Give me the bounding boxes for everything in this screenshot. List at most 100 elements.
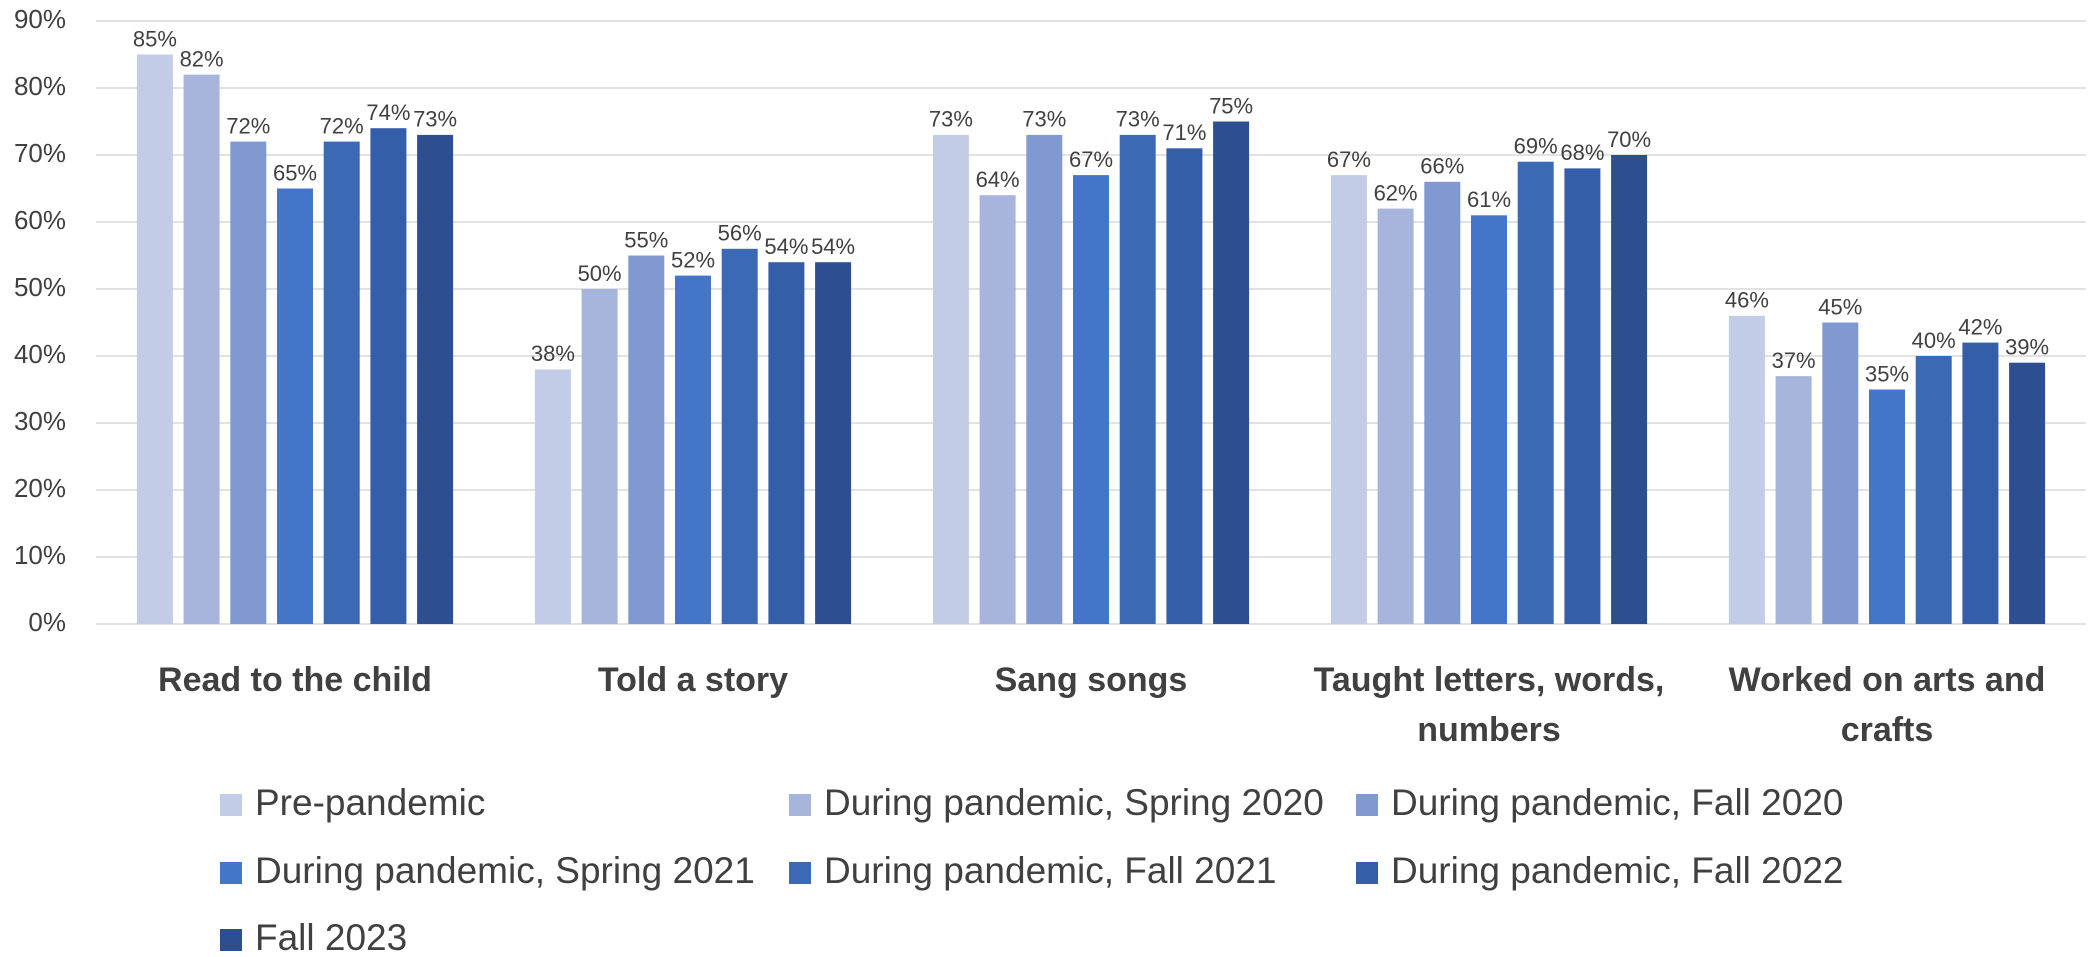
data-label: 37% — [1772, 348, 1816, 373]
data-label: 67% — [1069, 147, 1113, 172]
bar — [1564, 168, 1601, 624]
bar — [1869, 389, 1905, 624]
data-label: 68% — [1560, 140, 1604, 165]
legend-label: During pandemic, Fall 2020 — [1391, 782, 1843, 823]
data-label: 54% — [764, 234, 808, 259]
legend-swatch — [220, 929, 242, 951]
data-label: 69% — [1514, 134, 1558, 159]
bar — [1915, 356, 1952, 624]
data-label: 42% — [1958, 314, 2002, 339]
legend-label: Fall 2023 — [255, 917, 407, 957]
data-label: 70% — [1607, 127, 1651, 152]
data-label: 61% — [1467, 187, 1511, 212]
bar — [721, 248, 758, 625]
data-label: 66% — [1420, 154, 1464, 179]
data-label: 85% — [133, 26, 177, 51]
data-label: 67% — [1327, 147, 1371, 172]
bar — [675, 275, 711, 624]
bar — [230, 141, 267, 624]
bar — [768, 262, 805, 624]
legend-label: Pre-pandemic — [255, 782, 485, 823]
bar — [417, 134, 454, 624]
data-label: 40% — [1912, 328, 1956, 353]
bar — [1377, 208, 1414, 624]
y-tick-label: 50% — [14, 272, 66, 302]
data-label: 75% — [1209, 93, 1253, 118]
data-label: 73% — [1022, 107, 1066, 132]
x-tick-label: Told a story — [597, 661, 789, 699]
bar — [979, 195, 1016, 624]
bar — [581, 289, 618, 624]
bar — [1471, 215, 1507, 625]
bar — [1424, 181, 1461, 625]
bar — [370, 128, 407, 624]
data-label: 45% — [1818, 294, 1862, 319]
bar — [277, 188, 313, 624]
legend-swatch — [789, 862, 811, 884]
legend-swatch — [1356, 862, 1378, 884]
legend-swatch — [220, 794, 242, 816]
y-tick-label: 30% — [14, 406, 66, 436]
data-label: 46% — [1725, 288, 1769, 313]
data-label: 50% — [578, 261, 622, 286]
y-tick-label: 70% — [14, 138, 66, 168]
data-label: 72% — [320, 113, 364, 138]
legend-label: During pandemic, Fall 2022 — [1391, 850, 1843, 891]
bar — [1517, 161, 1554, 624]
bar — [628, 255, 665, 624]
y-tick-label: 90% — [14, 4, 66, 34]
bar — [1026, 134, 1063, 624]
data-label: 73% — [929, 107, 973, 132]
y-tick-label: 20% — [14, 473, 66, 503]
bar — [1962, 342, 1999, 624]
data-label: 35% — [1865, 361, 1909, 386]
y-tick-label: 0% — [28, 607, 66, 637]
data-label: 52% — [671, 247, 715, 272]
bar — [2009, 362, 2046, 624]
y-tick-label: 40% — [14, 339, 66, 369]
bar — [183, 74, 220, 625]
data-label: 82% — [180, 46, 224, 71]
bar — [136, 54, 173, 624]
data-label: 72% — [226, 113, 270, 138]
data-label: 54% — [811, 234, 855, 259]
bar — [1213, 121, 1250, 624]
data-label: 39% — [2005, 335, 2049, 360]
data-label: 74% — [366, 100, 410, 125]
data-label: 56% — [718, 221, 762, 246]
x-tick-label: Taught letters, words, numbers — [1313, 661, 1665, 749]
legend-swatch — [1356, 794, 1378, 816]
data-label: 73% — [413, 107, 457, 132]
y-tick-label: 10% — [14, 540, 66, 570]
bar — [1330, 175, 1367, 624]
data-label: 38% — [531, 341, 575, 366]
bar — [1073, 175, 1109, 624]
data-label: 55% — [624, 227, 668, 252]
legend-label: During pandemic, Spring 2021 — [255, 850, 755, 891]
legend-label: During pandemic, Spring 2020 — [824, 782, 1324, 823]
data-label: 65% — [273, 160, 317, 185]
legend-label: During pandemic, Fall 2021 — [824, 850, 1276, 891]
x-tick-label: Sang songs — [994, 661, 1188, 699]
bar — [1728, 315, 1765, 624]
y-tick-label: 80% — [14, 71, 66, 101]
bar — [1822, 322, 1859, 624]
y-tick-label: 60% — [14, 205, 66, 235]
bar — [323, 141, 360, 624]
data-label: 64% — [976, 167, 1020, 192]
bar — [815, 262, 852, 624]
bar — [1119, 134, 1156, 624]
bar — [1166, 148, 1203, 625]
legend-swatch — [789, 794, 811, 816]
data-label: 71% — [1162, 120, 1206, 145]
bar — [1775, 376, 1812, 624]
bar — [534, 369, 571, 624]
data-label: 73% — [1116, 107, 1160, 132]
bar — [932, 134, 969, 624]
legend-swatch — [220, 862, 242, 884]
x-tick-label: Read to the child — [158, 661, 432, 699]
data-label: 62% — [1374, 180, 1418, 205]
x-tick-label: Worked on arts and crafts — [1728, 661, 2046, 749]
